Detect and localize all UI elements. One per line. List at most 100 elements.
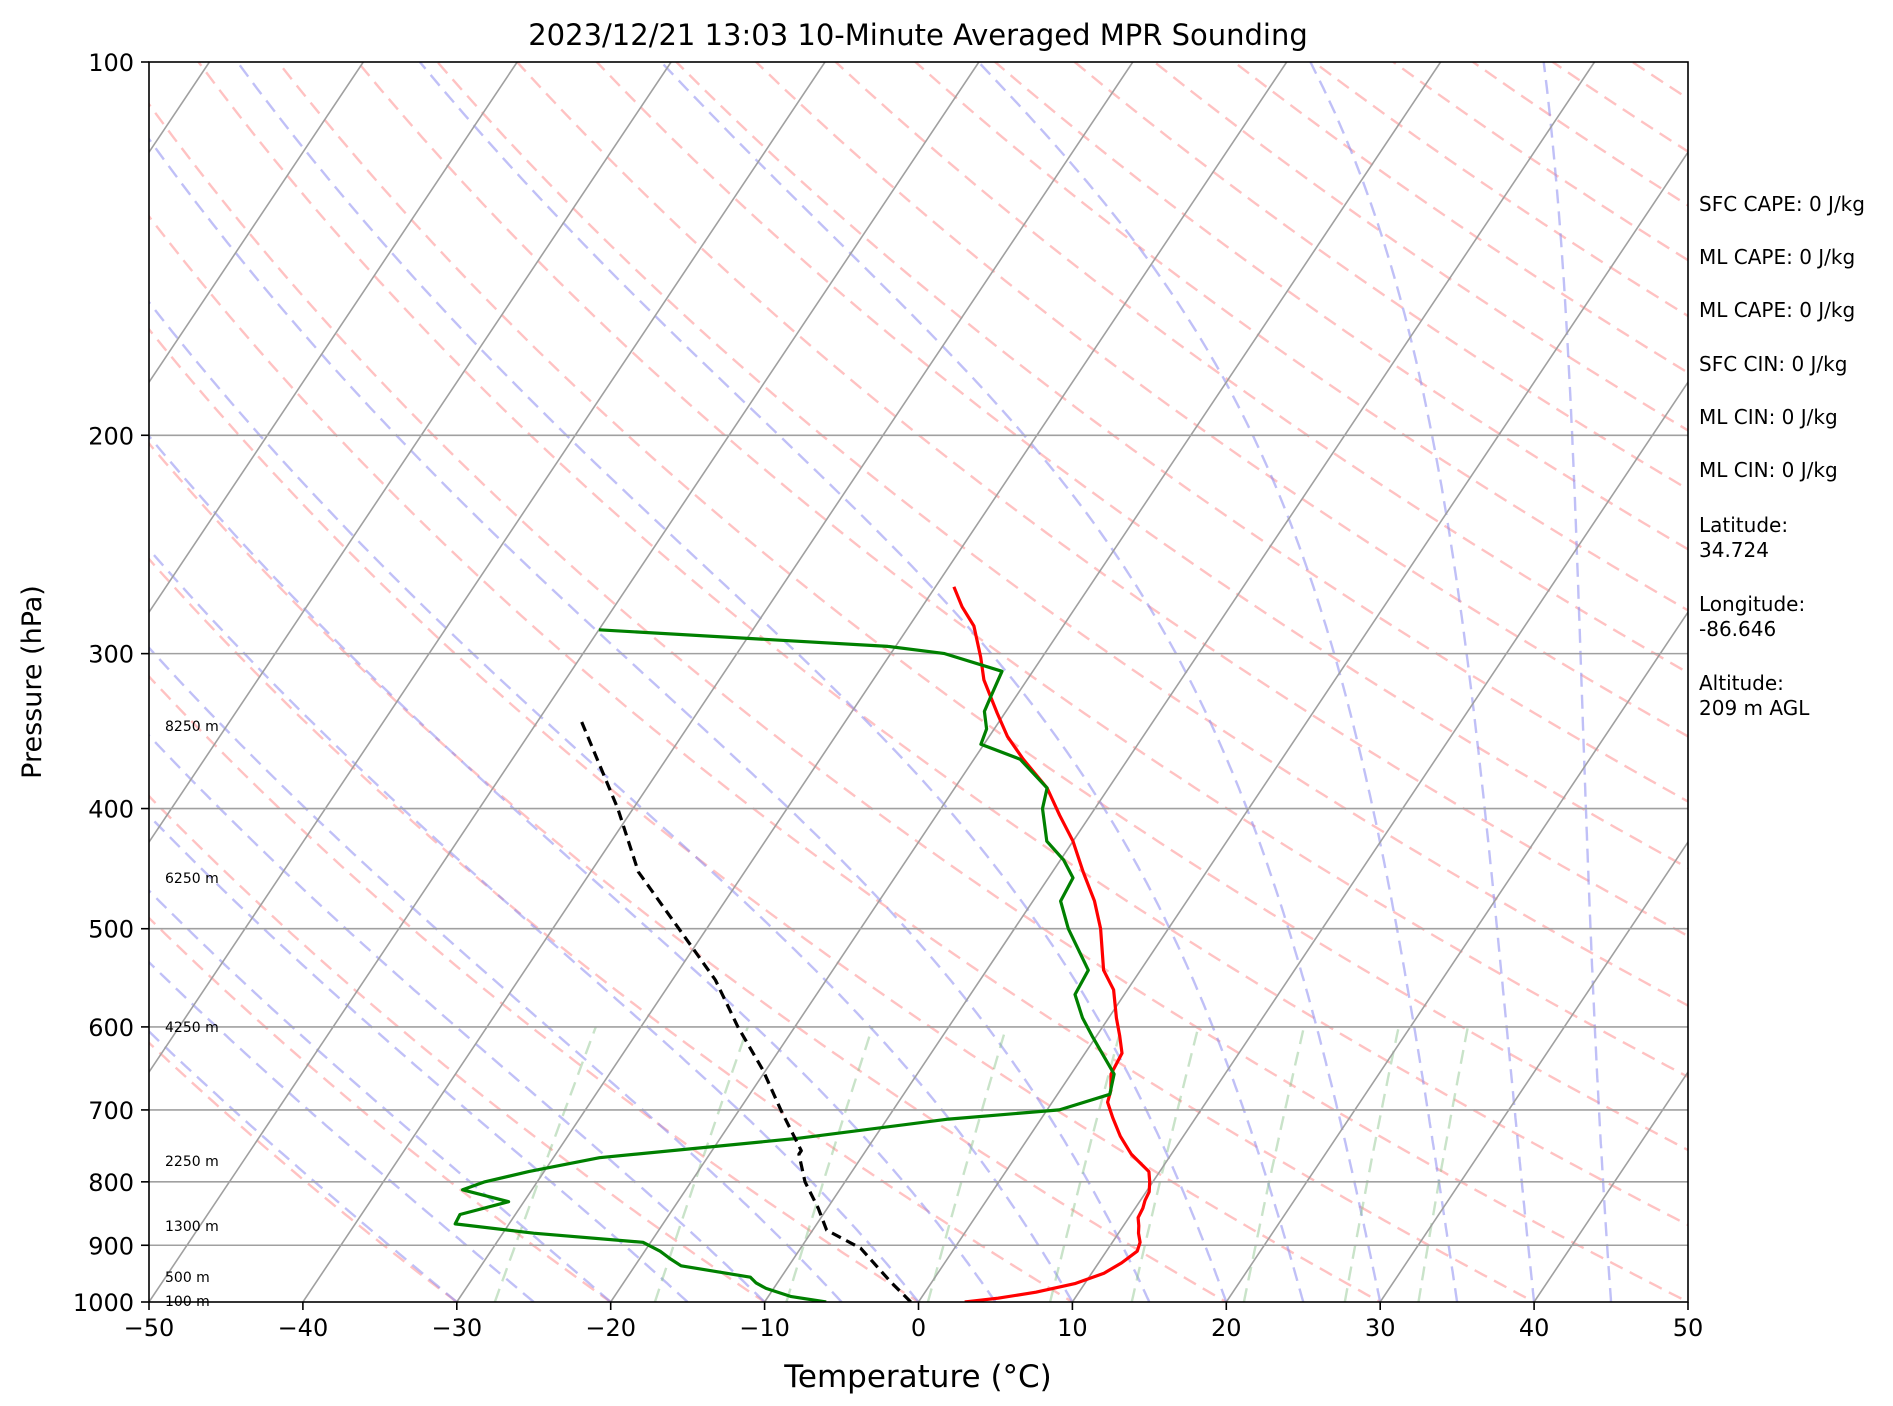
dry-adiabat-line bbox=[435, 62, 1688, 1007]
latitude-value: 34.724 bbox=[1699, 538, 1769, 562]
moist-adiabat-line bbox=[660, 62, 1382, 1302]
longitude-value: -86.646 bbox=[1699, 617, 1776, 641]
mixing-ratio-line bbox=[493, 1026, 597, 1302]
isotherm-line bbox=[1225, 610, 1688, 1302]
x-tick-label: −30 bbox=[431, 1314, 482, 1342]
isotherm-line bbox=[149, 62, 672, 844]
mixing-ratio-line bbox=[926, 1026, 1008, 1302]
x-tick-label: 30 bbox=[1365, 1314, 1396, 1342]
dry-adiabat-line bbox=[149, 214, 1537, 1302]
moist-adiabat-line bbox=[149, 733, 766, 1302]
y-axis-label: Pressure (hPa) bbox=[17, 585, 48, 779]
moist-adiabat-line bbox=[418, 62, 1305, 1302]
dry-adiabat-line bbox=[149, 327, 1383, 1302]
y-tick-label: 900 bbox=[88, 1232, 134, 1260]
moist-adiabats bbox=[149, 62, 1613, 1302]
y-tick-label: 700 bbox=[88, 1097, 134, 1125]
sfc-cape-text: SFC CAPE: 0 J/kg bbox=[1699, 192, 1865, 216]
dry-adiabat-line bbox=[356, 62, 1688, 1079]
ml-cape-text: ML CAPE: 0 J/kg bbox=[1699, 245, 1855, 269]
x-axis-label: Temperature (°C) bbox=[783, 1359, 1052, 1395]
isotherm-line bbox=[1533, 1070, 1688, 1302]
isotherm-line bbox=[456, 62, 1288, 1302]
y-tick-label: 300 bbox=[88, 641, 134, 669]
x-axis-ticks: −50 −40 −30 −20 −10 0 10 20 30 40 50 bbox=[124, 1302, 1704, 1342]
x-tick-label: 20 bbox=[1211, 1314, 1242, 1342]
x-tick-label: 10 bbox=[1057, 1314, 1088, 1342]
height-label: 1300 m bbox=[165, 1219, 219, 1235]
ml-cin-text-2: ML CIN: 0 J/kg bbox=[1699, 458, 1838, 482]
height-label: 6250 m bbox=[165, 871, 219, 887]
isotherm-line bbox=[1071, 380, 1688, 1302]
ml-cin-text: ML CIN: 0 J/kg bbox=[1699, 405, 1838, 429]
dry-adiabat-line bbox=[276, 62, 1688, 1152]
dry-adiabat-line bbox=[149, 441, 1229, 1302]
moist-adiabat-line bbox=[236, 62, 1228, 1302]
moist-adiabat-line bbox=[149, 300, 1074, 1302]
dry-adiabat-line bbox=[149, 102, 1688, 1302]
isotherm-line bbox=[149, 62, 518, 614]
dry-adiabat-line bbox=[197, 62, 1688, 1227]
dry-adiabat-line bbox=[149, 1041, 459, 1302]
height-label: 8250 m bbox=[165, 719, 219, 735]
dry-adiabat-line bbox=[754, 62, 1688, 738]
dry-adiabat-line bbox=[149, 794, 767, 1302]
y-tick-label: 400 bbox=[88, 796, 134, 824]
sfc-cin-text: SFC CIN: 0 J/kg bbox=[1699, 352, 1847, 376]
x-tick-label: −20 bbox=[585, 1314, 636, 1342]
chart-title: 2023/12/21 13:03 10-Minute Averaged MPR … bbox=[528, 18, 1308, 52]
x-tick-label: −50 bbox=[124, 1314, 175, 1342]
mixing-ratio-line bbox=[653, 1026, 749, 1302]
dry-adiabat-line bbox=[149, 557, 1075, 1302]
altitude-value: 209 m AGL bbox=[1699, 696, 1810, 720]
isotherms bbox=[149, 62, 1688, 1302]
altitude-label: Altitude: bbox=[1699, 671, 1784, 695]
dry-adiabat-line bbox=[913, 62, 1688, 612]
dry-adiabat-line bbox=[833, 62, 1688, 675]
sounding-series bbox=[453, 586, 1152, 1302]
plot-area bbox=[149, 62, 1688, 1302]
moist-adiabat-line bbox=[149, 646, 843, 1302]
latitude-label: Latitude: bbox=[1699, 513, 1788, 537]
isotherm-line bbox=[610, 62, 1442, 1302]
moist-adiabat-line bbox=[149, 813, 689, 1302]
mixing-ratio-line bbox=[785, 1026, 874, 1302]
moist-adiabat-line bbox=[149, 137, 1151, 1302]
x-tick-label: 40 bbox=[1519, 1314, 1550, 1342]
moist-adiabat-line bbox=[1309, 62, 1536, 1302]
height-label: 4250 m bbox=[165, 1020, 219, 1036]
y-tick-label: 600 bbox=[88, 1014, 134, 1042]
moist-adiabat-line bbox=[977, 62, 1459, 1302]
dry-adiabat-line bbox=[674, 62, 1688, 803]
isotherm-line bbox=[917, 150, 1688, 1302]
longitude-label: Longitude: bbox=[1699, 592, 1805, 616]
isotherm-line bbox=[149, 62, 364, 384]
dewpoint-profile bbox=[453, 628, 1116, 1302]
height-label: 2250 m bbox=[165, 1154, 219, 1170]
x-tick-label: 50 bbox=[1673, 1314, 1704, 1342]
x-tick-label: −40 bbox=[278, 1314, 329, 1342]
dry-adiabat-line bbox=[149, 674, 921, 1302]
y-tick-label: 800 bbox=[88, 1169, 134, 1197]
y-axis-ticks: 1000 900 800 700 600 500 400 300 200 100 bbox=[73, 49, 149, 1317]
y-tick-label: 200 bbox=[88, 422, 134, 450]
y-tick-label: 100 bbox=[88, 49, 134, 77]
height-label: 500 m bbox=[165, 1270, 210, 1286]
isotherm-line bbox=[149, 62, 826, 1074]
ml-cape-text-2: ML CAPE: 0 J/kg bbox=[1699, 298, 1855, 322]
moist-adiabat-line bbox=[149, 1029, 458, 1302]
moist-adiabat-line bbox=[149, 547, 920, 1302]
isotherm-line bbox=[1379, 840, 1688, 1302]
isotherm-line bbox=[302, 62, 1134, 1302]
x-tick-label: −10 bbox=[739, 1314, 790, 1342]
y-tick-label: 500 bbox=[88, 916, 134, 944]
info-panel: SFC CAPE: 0 J/kg ML CAPE: 0 J/kg ML CAPE… bbox=[1699, 192, 1865, 720]
isobars bbox=[149, 434, 1688, 1247]
isotherm-line bbox=[149, 62, 980, 1302]
dry-adiabats bbox=[149, 62, 1688, 1302]
moist-adiabat-line bbox=[149, 960, 535, 1302]
isotherm-line bbox=[763, 62, 1596, 1302]
x-tick-label: 0 bbox=[911, 1314, 926, 1342]
parcel-profile bbox=[578, 717, 912, 1302]
